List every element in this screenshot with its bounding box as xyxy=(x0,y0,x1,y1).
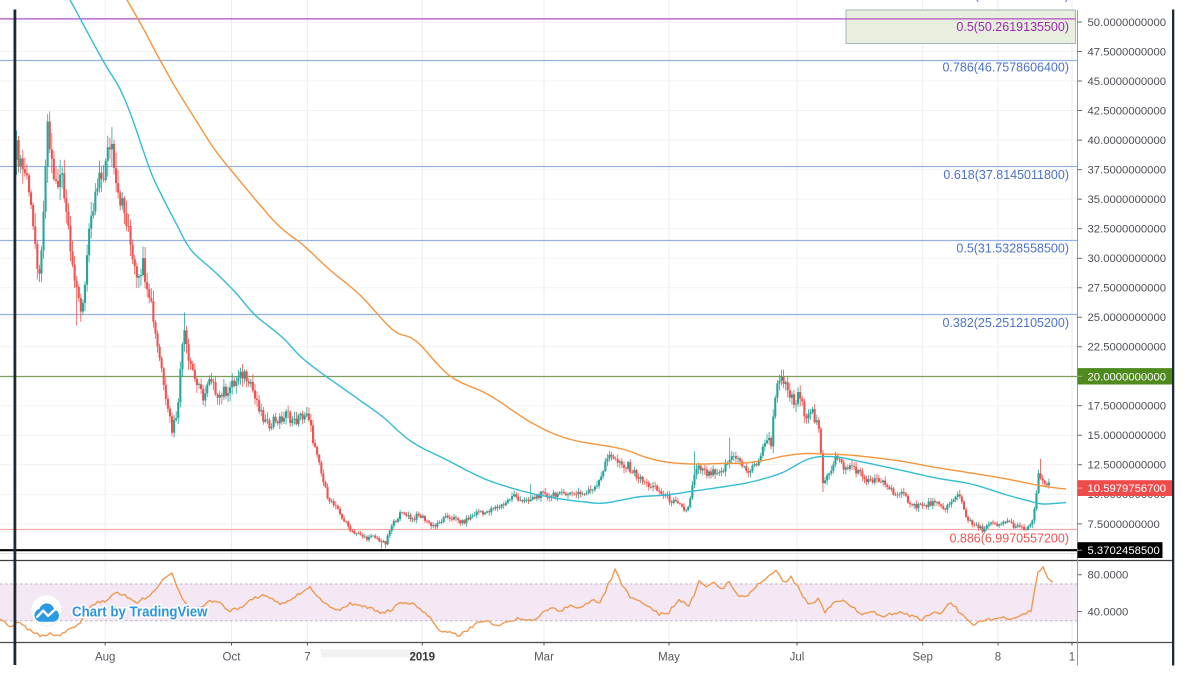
svg-text:Chart by TradingView: Chart by TradingView xyxy=(72,604,208,620)
svg-text:May: May xyxy=(658,652,680,664)
svg-text:20.0000000000: 20.0000000000 xyxy=(1088,371,1167,383)
svg-text:0.618(37.8145011800): 0.618(37.8145011800) xyxy=(943,168,1069,182)
svg-text:27.5000000000: 27.5000000000 xyxy=(1088,283,1167,295)
svg-text:Jul: Jul xyxy=(790,652,805,664)
svg-text:42.5000000000: 42.5000000000 xyxy=(1088,105,1167,117)
svg-text:45.0000000000: 45.0000000000 xyxy=(1088,76,1167,88)
svg-text:30.0000000000: 30.0000000000 xyxy=(1088,253,1167,265)
svg-text:37.5000000000: 37.5000000000 xyxy=(1088,165,1167,177)
svg-text:Mar: Mar xyxy=(534,652,554,664)
svg-text:15.0000000000: 15.0000000000 xyxy=(1088,430,1167,442)
svg-text:10.5979756700: 10.5979756700 xyxy=(1088,483,1167,495)
svg-text:0.5(50.2619135500): 0.5(50.2619135500) xyxy=(956,20,1069,34)
svg-text:0.886(6.9970557200): 0.886(6.9970557200) xyxy=(949,531,1069,545)
svg-text:35.0000000000: 35.0000000000 xyxy=(1088,194,1167,206)
svg-text:0.382(25.2512105200): 0.382(25.2512105200) xyxy=(942,316,1069,330)
svg-text:Sep: Sep xyxy=(912,652,932,664)
svg-text:47.5000000000: 47.5000000000 xyxy=(1088,46,1167,58)
svg-text:40.0000000000: 40.0000000000 xyxy=(1088,135,1167,147)
svg-text:Oct: Oct xyxy=(223,652,242,664)
svg-text:32.5000000000: 32.5000000000 xyxy=(1088,224,1167,236)
svg-text:22.5000000000: 22.5000000000 xyxy=(1088,342,1167,354)
svg-text:17.5000000000: 17.5000000000 xyxy=(1088,401,1167,413)
svg-text:0.786(46.7578606400): 0.786(46.7578606400) xyxy=(942,61,1069,75)
svg-text:12.5000000000: 12.5000000000 xyxy=(1088,460,1167,472)
svg-text:7: 7 xyxy=(304,652,310,664)
svg-text:0.5(31.5328558500): 0.5(31.5328558500) xyxy=(956,242,1069,256)
svg-text:1: 1 xyxy=(1069,652,1075,664)
svg-text:2019: 2019 xyxy=(410,652,436,664)
svg-text:8: 8 xyxy=(995,652,1001,664)
svg-text:5.3702458500: 5.3702458500 xyxy=(1088,545,1160,557)
svg-text:25.0000000000: 25.0000000000 xyxy=(1088,312,1167,324)
svg-text:0.438(51.2644113700): 0.438(51.2644113700) xyxy=(943,0,1069,3)
svg-text:40.0000: 40.0000 xyxy=(1088,607,1129,619)
svg-text:Aug: Aug xyxy=(95,652,115,664)
svg-text:50.0000000000: 50.0000000000 xyxy=(1088,17,1167,29)
svg-text:80.0000: 80.0000 xyxy=(1088,570,1129,582)
svg-text:7.5000000000: 7.5000000000 xyxy=(1088,519,1160,531)
